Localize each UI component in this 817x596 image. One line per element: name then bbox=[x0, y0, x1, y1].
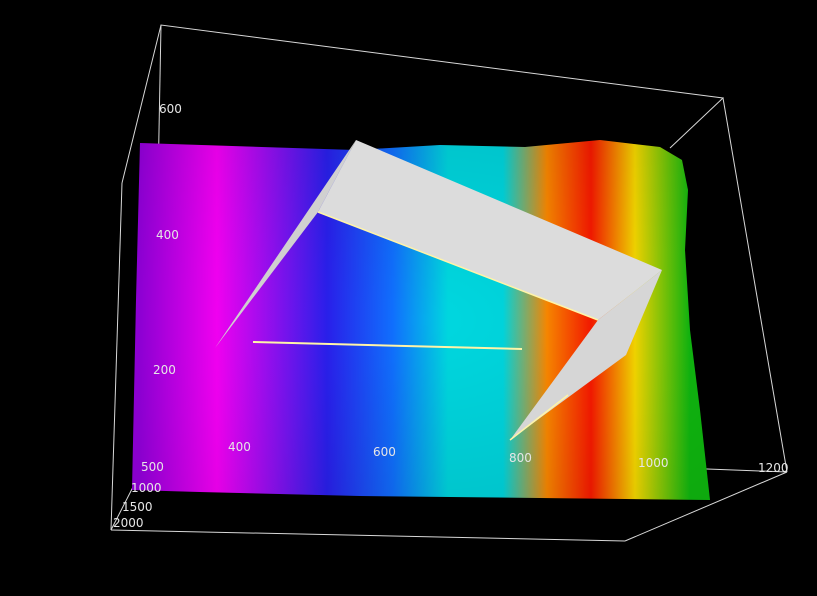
panel-overlay bbox=[215, 140, 662, 441]
panel-top-face bbox=[318, 140, 662, 320]
z-tick-label: 200 bbox=[153, 363, 176, 377]
x-tick-label: 600 bbox=[373, 445, 396, 459]
panel-left-face bbox=[215, 140, 356, 348]
x-tick-label: 1000 bbox=[638, 456, 669, 470]
x-tick-label: 1200 bbox=[758, 461, 789, 475]
z-axis-ticks: 600 400 200 bbox=[153, 102, 182, 377]
y-tick-label: 500 bbox=[141, 460, 164, 474]
y-axis-ticks: 500 1000 1500 2000 bbox=[113, 460, 164, 530]
x-tick-label: 800 bbox=[509, 451, 532, 465]
x-axis-ticks: 400 600 800 1000 1200 bbox=[228, 440, 789, 475]
panel-right-face bbox=[510, 270, 662, 440]
z-tick-label: 400 bbox=[156, 228, 179, 242]
y-tick-label: 1000 bbox=[131, 481, 162, 495]
y-tick-label: 2000 bbox=[113, 516, 144, 530]
x-tick-label: 400 bbox=[228, 440, 251, 454]
z-tick-label: 600 bbox=[159, 102, 182, 116]
y-tick-label: 1500 bbox=[122, 500, 153, 514]
surface-trace-line bbox=[252, 341, 523, 350]
